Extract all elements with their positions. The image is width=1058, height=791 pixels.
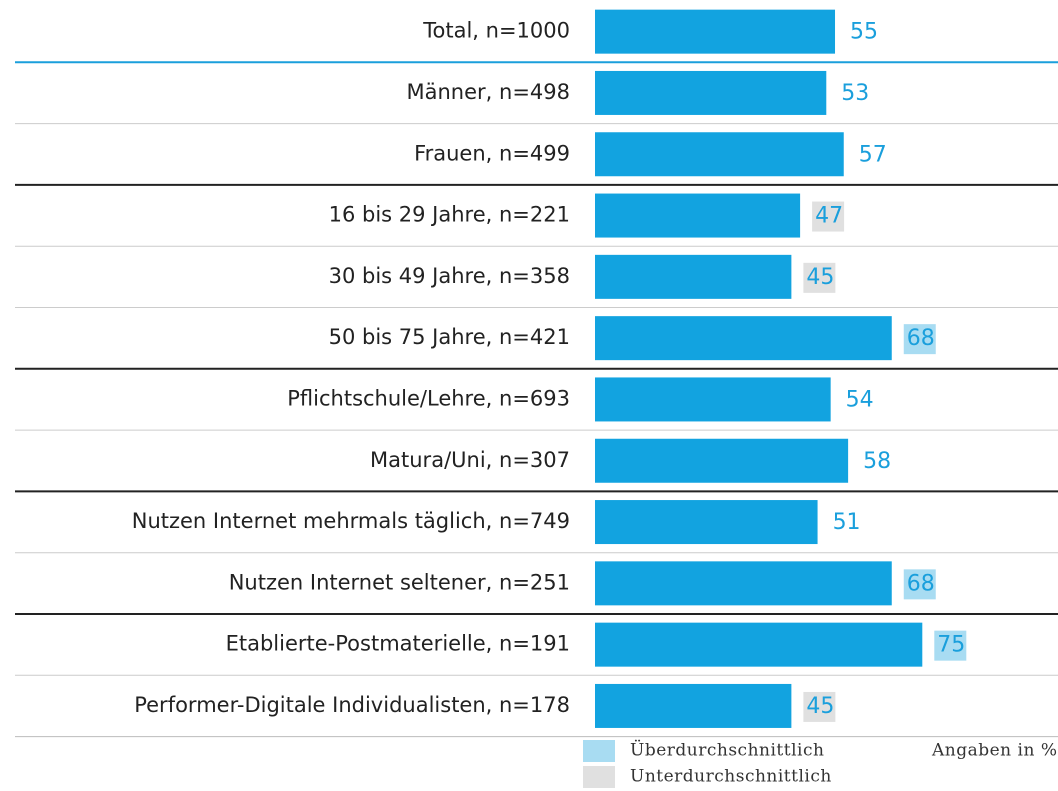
value-label: 45 <box>806 694 834 719</box>
value-label: 53 <box>841 81 869 106</box>
value-label: 57 <box>859 142 887 167</box>
bar <box>595 438 849 483</box>
category-label: Performer-Digitale Individualisten, n=17… <box>134 693 570 717</box>
bar <box>595 254 792 299</box>
bar <box>595 377 831 422</box>
value-label: 68 <box>907 326 935 351</box>
category-label: Matura/Uni, n=307 <box>370 448 570 472</box>
bar <box>595 9 836 54</box>
legend-swatch <box>583 766 615 788</box>
note: Angaben in % <box>931 741 1057 761</box>
bar <box>595 622 923 667</box>
bar <box>595 683 792 728</box>
value-label-background <box>903 569 936 600</box>
value-label-background <box>803 262 836 293</box>
value-label: 58 <box>863 449 891 474</box>
category-label: Frauen, n=499 <box>414 141 570 165</box>
category-label: Pflichtschule/Lehre, n=693 <box>287 386 570 410</box>
value-label: 54 <box>846 387 874 412</box>
value-label: 75 <box>937 633 965 658</box>
bar <box>595 316 892 361</box>
category-label: Total, n=1000 <box>422 19 570 43</box>
legend-swatch <box>583 740 615 762</box>
bar <box>595 70 827 115</box>
value-label-background <box>903 324 936 355</box>
bar <box>595 561 892 606</box>
value-label: 68 <box>907 571 935 596</box>
category-label: Männer, n=498 <box>407 80 571 104</box>
value-label-background <box>812 201 845 232</box>
category-label: 50 bis 75 Jahre, n=421 <box>329 325 570 349</box>
category-label: 30 bis 49 Jahre, n=358 <box>329 264 570 288</box>
value-label: 55 <box>850 20 878 45</box>
value-label: 45 <box>806 265 834 290</box>
value-label-background <box>934 630 967 661</box>
category-label: 16 bis 29 Jahre, n=221 <box>329 203 570 227</box>
value-label-background <box>803 691 836 722</box>
legend-label: Unterdurchschnittlich <box>630 767 832 787</box>
category-label: Nutzen Internet mehrmals täglich, n=749 <box>132 509 570 533</box>
value-label: 51 <box>833 510 861 535</box>
bar <box>595 132 844 177</box>
category-label: Nutzen Internet seltener, n=251 <box>229 570 570 594</box>
bar <box>595 193 801 238</box>
legend-label: Überdurchschnittlich <box>630 740 824 761</box>
category-label: Etablierte-Postmaterielle, n=191 <box>226 632 570 656</box>
bar <box>595 500 818 545</box>
value-label: 47 <box>815 204 843 229</box>
